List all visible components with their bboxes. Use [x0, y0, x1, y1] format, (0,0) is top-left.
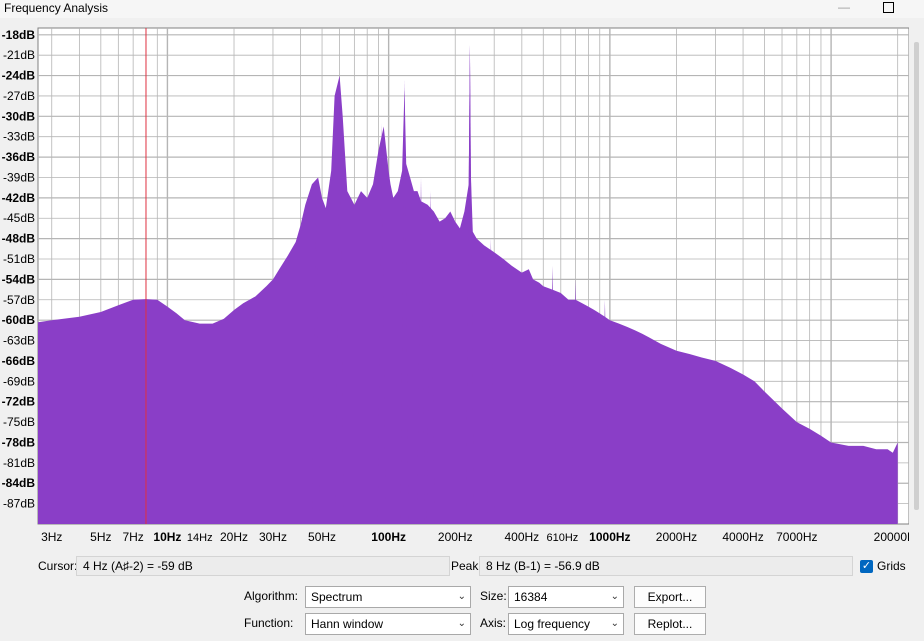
- grids-checkbox[interactable]: ✓: [860, 560, 873, 573]
- minimize-icon[interactable]: —: [838, 0, 850, 14]
- scrollbar-thumb[interactable]: [914, 42, 919, 510]
- size-value: 16384: [514, 590, 548, 604]
- cursor-label: Cursor:: [38, 559, 78, 573]
- y-tick-label: -45dB: [3, 211, 35, 225]
- x-tick-label: 2000Hz: [656, 530, 697, 544]
- x-tick-label: 20000Hz: [874, 530, 909, 544]
- peak-spikes: [312, 45, 609, 524]
- cursor-readout: 4 Hz (A♯-2) = -59 dB: [76, 556, 450, 576]
- axis-value: Log frequency: [514, 617, 591, 631]
- y-axis-ticks: -18dB -21dB -24dB -27dB -30dB -33dB -36dB -39dB…: [2, 28, 36, 511]
- y-tick-label: -87dB: [3, 497, 35, 511]
- function-label: Function:: [244, 616, 294, 630]
- chevron-down-icon: ⌄: [610, 618, 619, 629]
- y-tick-label: -27dB: [3, 89, 35, 103]
- y-tick-label: -42dB: [2, 191, 36, 205]
- x-tick-label: 200Hz: [438, 530, 473, 544]
- algorithm-select[interactable]: Spectrum ⌄: [305, 586, 471, 608]
- y-tick-label: -21dB: [3, 48, 35, 62]
- peak-spike: [486, 238, 495, 524]
- y-tick-label: -24dB: [2, 69, 36, 83]
- y-tick-label: -54dB: [2, 272, 36, 286]
- peak-spike: [465, 45, 474, 524]
- grids-label: Grids: [877, 559, 906, 573]
- y-tick-label: -72dB: [2, 395, 36, 409]
- peak-spike: [400, 79, 409, 524]
- function-select[interactable]: Hann window ⌄: [305, 613, 471, 635]
- y-tick-label: -66dB: [2, 354, 36, 368]
- algorithm-value: Spectrum: [311, 590, 363, 604]
- x-tick-label: 30Hz: [259, 530, 287, 544]
- y-tick-label: -48dB: [2, 232, 36, 246]
- axis-label: Axis:: [480, 616, 507, 630]
- x-tick-label: 1000Hz: [589, 530, 630, 544]
- y-tick-label: -39dB: [3, 170, 35, 184]
- y-tick-label: -60dB: [2, 313, 36, 327]
- x-tick-label: 7Hz: [122, 530, 143, 544]
- peak-spike: [426, 191, 435, 524]
- spectrum-area: [38, 45, 898, 524]
- x-tick-label: 4000Hz: [722, 530, 763, 544]
- y-tick-label: -36dB: [2, 150, 36, 164]
- y-tick-label: -18dB: [2, 28, 36, 42]
- y-tick-label: -78dB: [2, 435, 36, 449]
- y-tick-label: -33dB: [3, 130, 35, 144]
- replot-button[interactable]: Replot...: [634, 613, 706, 635]
- x-tick-label: 10Hz: [153, 530, 181, 544]
- peak-spike: [548, 265, 557, 524]
- peak-spike: [312, 177, 321, 524]
- x-tick-label: 100Hz: [371, 530, 406, 544]
- algorithm-label: Algorithm:: [244, 589, 299, 603]
- x-tick-label: 400Hz: [504, 530, 539, 544]
- maximize-icon[interactable]: [883, 2, 894, 13]
- size-label: Size:: [480, 589, 507, 603]
- chevron-down-icon: ⌄: [457, 618, 466, 629]
- y-tick-label: -51dB: [3, 252, 35, 266]
- chevron-down-icon: ⌄: [610, 591, 619, 602]
- x-tick-label: 3Hz: [41, 530, 62, 544]
- chevron-down-icon: ⌄: [457, 591, 466, 602]
- peak-spike: [417, 177, 425, 524]
- vertical-scrollbar[interactable]: [909, 28, 924, 524]
- size-select[interactable]: 16384 ⌄: [508, 586, 624, 608]
- x-tick-label: 610Hz: [546, 532, 578, 544]
- y-tick-label: -81dB: [3, 456, 35, 470]
- peak-spike: [377, 123, 386, 524]
- axis-select[interactable]: Log frequency ⌄: [508, 613, 624, 635]
- x-tick-label: 7000Hz: [776, 530, 817, 544]
- peak-spike: [335, 79, 344, 524]
- peak-spike: [571, 279, 580, 524]
- peak-label: Peak:: [451, 559, 482, 573]
- y-tick-label: -30dB: [2, 109, 36, 123]
- y-tick-label: -75dB: [3, 415, 35, 429]
- x-tick-label: 5Hz: [90, 530, 111, 544]
- export-button[interactable]: Export...: [634, 586, 706, 608]
- y-tick-label: -57dB: [3, 293, 35, 307]
- x-tick-label: 20Hz: [220, 530, 248, 544]
- y-tick-label: -84dB: [2, 476, 36, 490]
- x-tick-label: 50Hz: [308, 530, 336, 544]
- window-title: Frequency Analysis: [4, 1, 109, 15]
- title-bar: Frequency Analysis —: [0, 0, 924, 18]
- spectrum-graph[interactable]: -18dB -21dB -24dB -27dB -30dB -33dB -36dB -39dB…: [0, 18, 909, 553]
- x-tick-label: 14Hz: [187, 532, 213, 544]
- x-axis-ticks: 3Hz 5Hz 7Hz 10Hz 14Hz 20Hz 30Hz 50Hz 100Hz 200Hz 4…: [41, 530, 909, 544]
- peak-readout: 8 Hz (B-1) = -56.9 dB: [479, 556, 853, 576]
- y-tick-label: -69dB: [3, 374, 35, 388]
- y-tick-label: -63dB: [3, 334, 35, 348]
- function-value: Hann window: [311, 617, 384, 631]
- peak-spike: [600, 299, 609, 524]
